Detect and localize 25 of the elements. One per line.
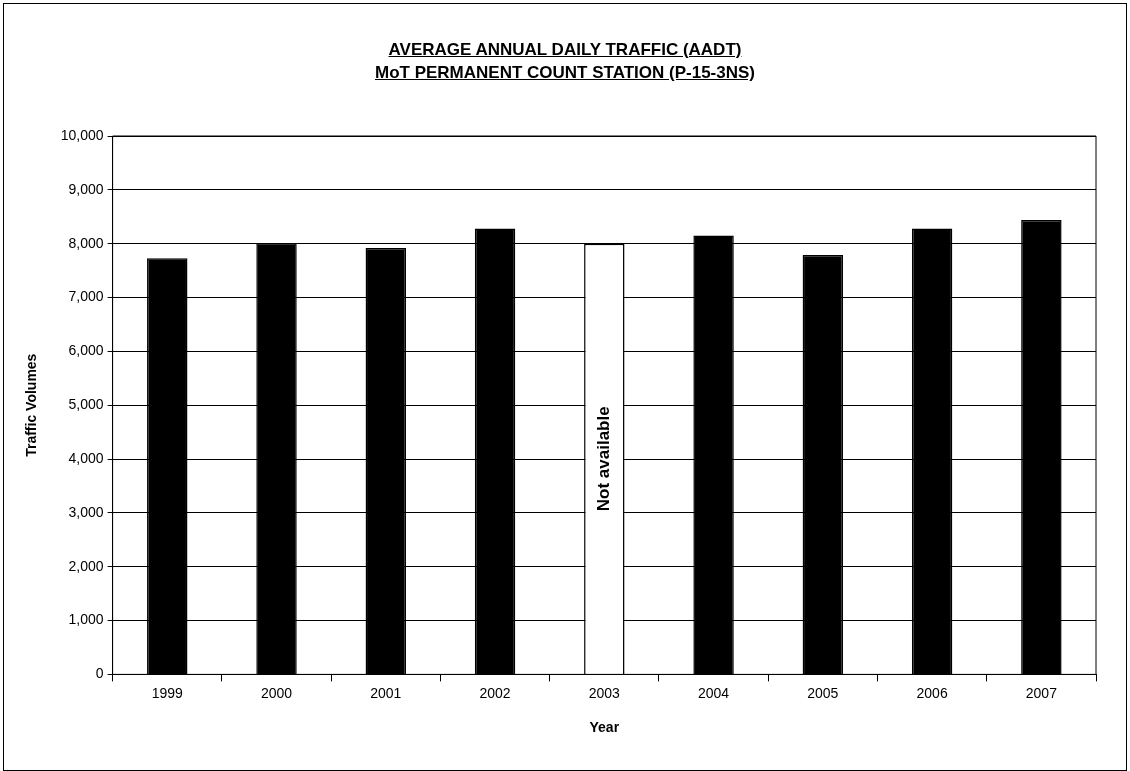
x-tick-label: 2003 [588,684,621,701]
y-tick-label: 10,000 [60,126,104,143]
x-tick-label: 2001 [370,684,402,701]
chart-title: AVERAGE ANNUAL DAILY TRAFFIC (AADT) [387,39,743,61]
x-tick-label: 2005 [807,684,839,701]
x-tick-label: 1999 [151,684,184,701]
y-tick-label: 9,000 [68,180,104,197]
x-tick-label: 2004 [698,684,730,701]
y-tick-label: 4,000 [68,449,104,466]
y-tick-label: 3,000 [68,503,104,520]
y-tick-label: 6,000 [68,342,104,359]
x-tick-label: 2006 [916,684,948,701]
data-label: Not available [594,406,613,512]
y-tick-label: 2,000 [68,557,104,574]
y-tick-label: 1,000 [68,611,104,628]
y-tick-label: 5,000 [68,396,104,413]
x-tick-label: 2000 [260,684,293,701]
x-tick-label: 2007 [1025,684,1058,701]
x-axis-title: Year [589,719,620,736]
y-tick-label: 7,000 [68,288,104,305]
y-tick-label: 8,000 [68,234,104,251]
y-axis-title: Traffic Volumes [23,353,40,457]
chart-subtitle: MoT PERMANENT COUNT STATION (P-15-3NS) [374,62,756,84]
y-tick-label: 0 [95,665,104,682]
x-tick-label: 2002 [479,684,511,701]
